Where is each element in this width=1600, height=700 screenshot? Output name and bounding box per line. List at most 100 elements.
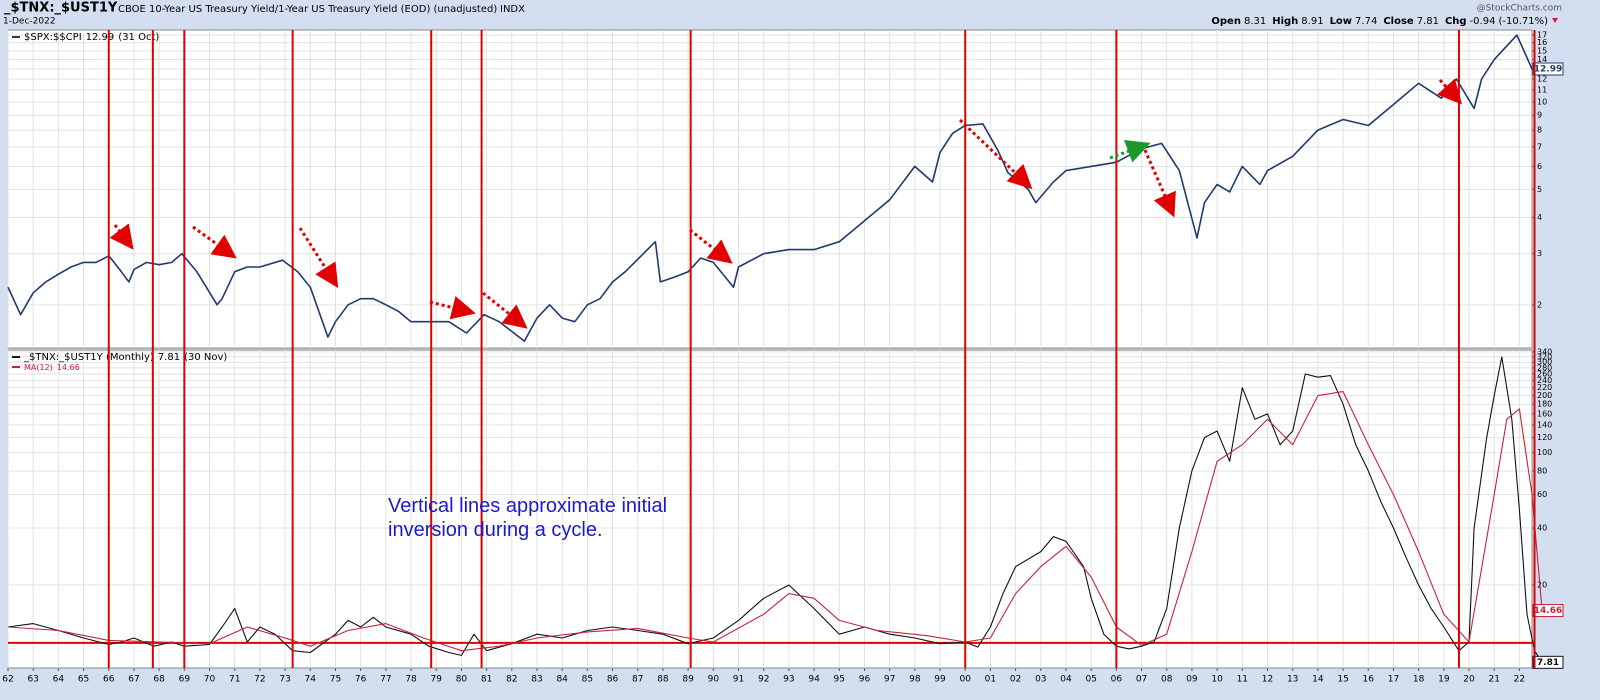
exchange: INDX bbox=[500, 4, 525, 15]
x-tick-label: 98 bbox=[909, 675, 921, 685]
price-box bbox=[1532, 655, 1564, 669]
y-tick-label: 4 bbox=[1537, 213, 1542, 222]
y-tick-label: 6 bbox=[1537, 162, 1542, 171]
legend-value: 14.66 bbox=[57, 363, 80, 372]
date: 1-Dec-2022 bbox=[3, 17, 56, 27]
y-tick-label: 14 bbox=[1537, 55, 1547, 64]
x-tick-label: 74 bbox=[305, 675, 317, 685]
series-line bbox=[7, 356, 1543, 663]
series-line bbox=[7, 34, 1539, 342]
y-tick-label: 80 bbox=[1537, 466, 1547, 475]
x-tick-label: 96 bbox=[859, 675, 871, 685]
y-tick-label: 120 bbox=[1537, 433, 1552, 442]
x-tick-label: 65 bbox=[78, 675, 89, 685]
x-tick-label: 69 bbox=[179, 675, 191, 685]
y-tick-label: 220 bbox=[1537, 383, 1552, 392]
x-tick-label: 09 bbox=[1186, 675, 1198, 685]
quote-value: -0.94 bbox=[1470, 16, 1496, 27]
x-tick-label: 22 bbox=[1514, 675, 1525, 685]
x-tick-label: 04 bbox=[1060, 675, 1072, 685]
x-tick-label: 66 bbox=[103, 675, 115, 685]
x-tick-label: 72 bbox=[254, 675, 265, 685]
description: CBOE 10-Year US Treasury Yield/1-Year US… bbox=[118, 4, 497, 15]
x-tick-label: 93 bbox=[783, 675, 794, 685]
x-tick-label: 15 bbox=[1337, 675, 1348, 685]
legend-value: 12.99 bbox=[86, 32, 115, 43]
trend-arrow bbox=[1109, 140, 1151, 163]
price-label: 14.66 bbox=[1534, 606, 1562, 616]
x-tick-label: 68 bbox=[153, 675, 165, 685]
y-tick-label: 340 bbox=[1537, 347, 1552, 356]
x-tick-label: 05 bbox=[1085, 675, 1096, 685]
y-tick-label: 15 bbox=[1537, 46, 1547, 55]
quote-label: Low bbox=[1330, 16, 1352, 27]
y-tick-label: 240 bbox=[1537, 376, 1552, 385]
x-tick-label: 84 bbox=[556, 675, 568, 685]
x-tick-label: 88 bbox=[657, 675, 669, 685]
x-tick-label: 11 bbox=[1237, 675, 1248, 685]
y-tick-label: 60 bbox=[1537, 490, 1547, 499]
x-tick-label: 12 bbox=[1262, 675, 1273, 685]
x-tick-label: 03 bbox=[1035, 675, 1046, 685]
legend-entry: MA(12) 14.66 bbox=[24, 363, 80, 372]
trend-arrow bbox=[958, 118, 1033, 190]
y-tick-label: 9 bbox=[1537, 111, 1542, 120]
y-tick-label: 7 bbox=[1537, 142, 1542, 151]
y-tick-label: 200 bbox=[1537, 391, 1552, 400]
trend-arrow bbox=[298, 227, 339, 289]
quote: Open 8.31 High 8.91 Low 7.74 Close 7.81 Chg -0.94… bbox=[1211, 16, 1548, 27]
trend-arrow bbox=[1437, 78, 1463, 105]
x-tick-label: 76 bbox=[355, 675, 367, 685]
trend-arrow bbox=[1143, 149, 1176, 218]
quote-label: Close bbox=[1383, 16, 1414, 27]
y-tick-label: 180 bbox=[1537, 400, 1552, 409]
y-tick-label: 3 bbox=[1537, 249, 1542, 258]
quote-label: High bbox=[1272, 16, 1298, 27]
quote-label: Open bbox=[1211, 16, 1241, 27]
y-tick-label: 160 bbox=[1537, 409, 1552, 418]
x-tick-label: 67 bbox=[128, 675, 139, 685]
x-tick-label: 00 bbox=[959, 675, 971, 685]
x-tick-label: 71 bbox=[229, 675, 240, 685]
y-tick-label: 40 bbox=[1537, 523, 1547, 532]
y-tick-label: 140 bbox=[1537, 420, 1552, 429]
x-tick-label: 83 bbox=[531, 675, 542, 685]
y-tick-label: 17 bbox=[1537, 31, 1547, 40]
y-tick-label: 11 bbox=[1537, 85, 1547, 94]
price-label: 12.99 bbox=[1534, 64, 1562, 74]
x-tick-label: 75 bbox=[330, 675, 341, 685]
x-tick-label: 13 bbox=[1287, 675, 1298, 685]
y-tick-label: 10 bbox=[1537, 97, 1547, 106]
y-tick-label: 20 bbox=[1537, 580, 1547, 589]
trend-arrow bbox=[192, 225, 237, 259]
quote-value: 8.91 bbox=[1301, 16, 1323, 27]
symbol: _$TNX:_$UST1Y bbox=[4, 1, 118, 16]
x-tick-label: 89 bbox=[682, 675, 694, 685]
y-tick-label: 16 bbox=[1537, 38, 1547, 47]
legend-entry: $SPX:$$CPI 12.99 (31 Oct) bbox=[24, 32, 159, 43]
legend-date: (31 Oct) bbox=[118, 32, 159, 43]
x-tick-label: 14 bbox=[1312, 675, 1324, 685]
x-tick-label: 10 bbox=[1211, 675, 1223, 685]
x-tick-label: 02 bbox=[1010, 675, 1021, 685]
x-tick-label: 20 bbox=[1463, 675, 1475, 685]
down-triangle bbox=[1552, 18, 1558, 23]
legend-entry: _$TNX:_$UST1Y (Monthly) 7.81 (30 Nov) bbox=[23, 352, 227, 363]
x-tick-label: 17 bbox=[1388, 675, 1399, 685]
x-tick-label: 85 bbox=[582, 675, 593, 685]
legend-name: _$TNX:_$UST1Y (Monthly) bbox=[23, 352, 154, 363]
quote-change-pct: (-10.71%) bbox=[1498, 16, 1548, 27]
source: @StockCharts.com bbox=[1477, 4, 1562, 14]
x-tick-label: 21 bbox=[1488, 675, 1499, 685]
x-tick-label: 06 bbox=[1111, 675, 1123, 685]
y-tick-label: 2 bbox=[1537, 300, 1542, 309]
x-tick-label: 18 bbox=[1413, 675, 1425, 685]
y-tick-label: 260 bbox=[1537, 369, 1552, 378]
y-tick-label: 8 bbox=[1537, 126, 1542, 135]
x-tick-label: 70 bbox=[204, 675, 216, 685]
x-tick-label: 08 bbox=[1161, 675, 1173, 685]
y-tick-label: 320 bbox=[1537, 352, 1552, 361]
x-tick-label: 07 bbox=[1136, 675, 1147, 685]
x-tick-label: 92 bbox=[758, 675, 769, 685]
